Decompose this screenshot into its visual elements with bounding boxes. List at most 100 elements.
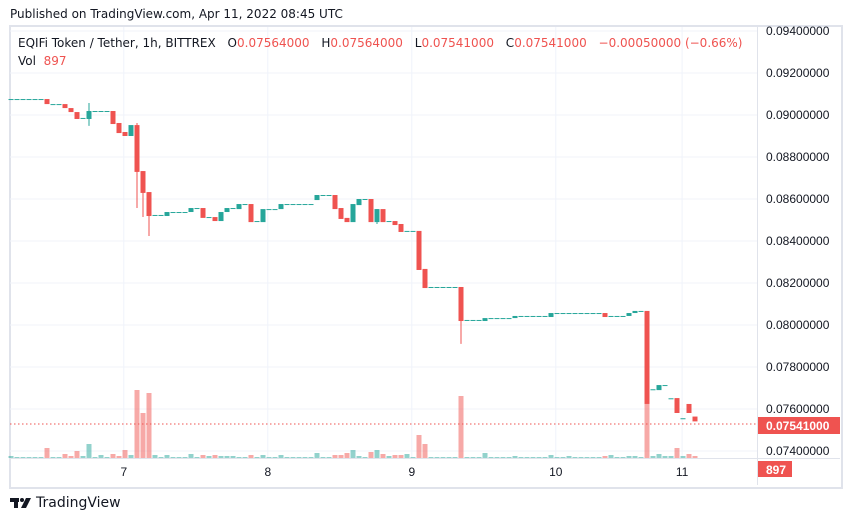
candle[interactable]	[38, 99, 44, 101]
candle[interactable]	[110, 111, 116, 125]
candle[interactable]	[368, 199, 374, 223]
candle[interactable]	[638, 310, 644, 312]
candle[interactable]	[14, 99, 20, 101]
candle[interactable]	[674, 398, 680, 413]
candle[interactable]	[416, 230, 422, 270]
candle[interactable]	[686, 403, 692, 413]
candle[interactable]	[626, 313, 632, 316]
candle[interactable]	[212, 217, 218, 222]
candle[interactable]	[488, 318, 494, 320]
candle[interactable]	[182, 212, 188, 214]
candle[interactable]	[572, 313, 578, 315]
candle[interactable]	[320, 195, 326, 197]
candle[interactable]	[554, 313, 560, 315]
candle[interactable]	[584, 313, 590, 315]
price-axis[interactable]: 0.09400000 0.09200000 0.09000000 0.08800000…	[766, 24, 830, 458]
candle[interactable]	[506, 318, 512, 320]
candle[interactable]	[242, 204, 248, 206]
candle[interactable]	[260, 209, 266, 223]
candle[interactable]	[296, 204, 302, 206]
candle[interactable]	[434, 286, 440, 288]
candle[interactable]	[44, 99, 50, 105]
candle[interactable]	[194, 208, 200, 210]
candle[interactable]	[542, 315, 548, 317]
candle[interactable]	[266, 209, 272, 211]
candle[interactable]	[458, 286, 464, 344]
candle[interactable]	[8, 99, 14, 101]
candle[interactable]	[374, 209, 380, 224]
candle[interactable]	[398, 223, 404, 232]
time-axis[interactable]: 7 8 9 10 11	[120, 465, 688, 479]
candle[interactable]	[332, 195, 338, 210]
candle[interactable]	[26, 99, 32, 101]
candle[interactable]	[446, 286, 452, 288]
candle[interactable]	[146, 192, 152, 236]
candle[interactable]	[410, 230, 416, 232]
candle[interactable]	[620, 315, 626, 317]
candle[interactable]	[272, 209, 278, 211]
candle[interactable]	[308, 204, 314, 206]
candle[interactable]	[404, 230, 410, 232]
candle[interactable]	[134, 122, 140, 209]
candle[interactable]	[644, 310, 650, 404]
candle[interactable]	[218, 212, 224, 222]
candle[interactable]	[440, 286, 446, 288]
candle[interactable]	[518, 315, 524, 317]
candle[interactable]	[650, 389, 656, 391]
candle[interactable]	[668, 398, 674, 400]
candle[interactable]	[380, 209, 386, 223]
candle[interactable]	[596, 313, 602, 315]
candle[interactable]	[326, 195, 332, 197]
candle[interactable]	[362, 199, 368, 200]
candle[interactable]	[338, 208, 344, 219]
candle[interactable]	[254, 221, 260, 223]
candle[interactable]	[632, 310, 638, 314]
candle[interactable]	[578, 313, 584, 315]
candle[interactable]	[104, 111, 110, 113]
candle[interactable]	[356, 199, 362, 206]
candle[interactable]	[116, 122, 122, 134]
candle[interactable]	[50, 104, 56, 106]
candle[interactable]	[614, 315, 620, 317]
candle[interactable]	[188, 208, 194, 213]
candle[interactable]	[470, 319, 476, 321]
candle[interactable]	[62, 104, 68, 109]
tradingview-brand[interactable]: TradingView	[10, 495, 121, 511]
candle[interactable]	[560, 313, 566, 315]
candle[interactable]	[350, 204, 356, 223]
candle[interactable]	[230, 208, 236, 210]
candle[interactable]	[590, 313, 596, 315]
candle[interactable]	[548, 313, 554, 318]
candle[interactable]	[248, 204, 254, 223]
candle[interactable]	[302, 204, 308, 206]
candle[interactable]	[98, 111, 104, 113]
candle[interactable]	[656, 385, 662, 391]
candle[interactable]	[176, 212, 182, 214]
candle[interactable]	[20, 99, 26, 101]
candle[interactable]	[512, 315, 518, 319]
candle[interactable]	[344, 217, 350, 223]
candle[interactable]	[128, 125, 134, 136]
candle[interactable]	[152, 214, 158, 216]
candle[interactable]	[284, 204, 290, 206]
candle[interactable]	[494, 318, 500, 320]
candle[interactable]	[524, 315, 530, 317]
candle[interactable]	[428, 286, 434, 288]
candle[interactable]	[482, 318, 488, 322]
candle[interactable]	[74, 112, 80, 119]
candle[interactable]	[314, 195, 320, 201]
candle[interactable]	[224, 208, 230, 213]
candle[interactable]	[206, 217, 212, 219]
candle[interactable]	[692, 416, 698, 422]
candle[interactable]	[602, 313, 608, 318]
candle[interactable]	[92, 111, 98, 113]
candle[interactable]	[164, 212, 170, 217]
candle[interactable]	[32, 99, 38, 101]
candle[interactable]	[200, 208, 206, 218]
candle[interactable]	[662, 385, 668, 387]
candle[interactable]	[278, 204, 284, 210]
candle[interactable]	[290, 204, 296, 206]
candle[interactable]	[530, 315, 536, 317]
candle[interactable]	[680, 418, 686, 420]
